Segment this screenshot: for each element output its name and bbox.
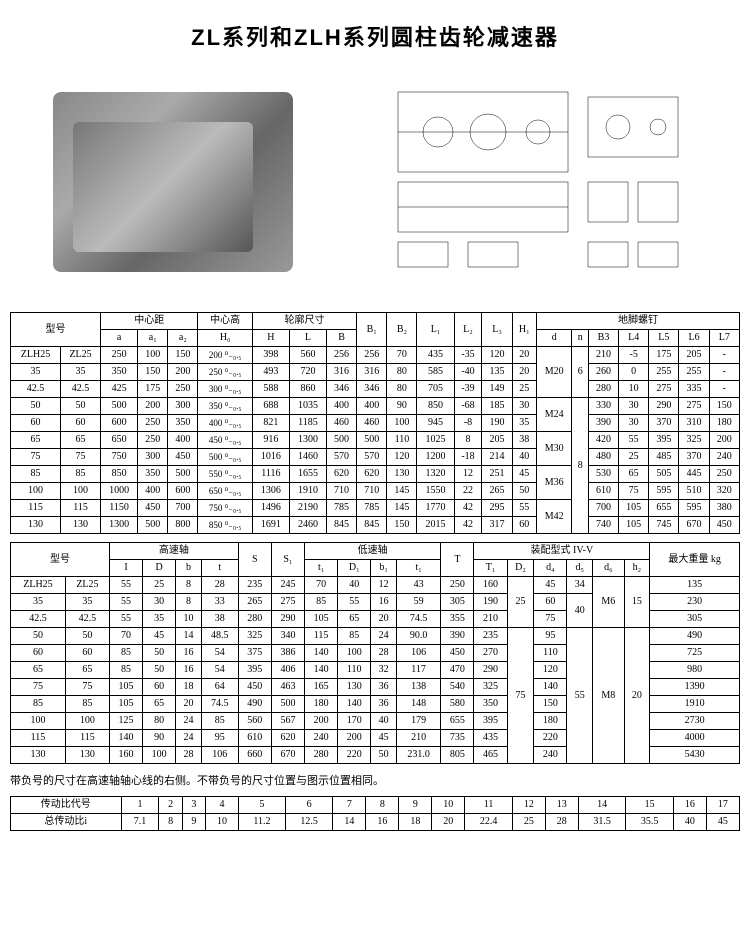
t2-sh-b1: b₁ [371,560,397,577]
t2-sh-d5: d₅ [567,560,593,577]
t2-sh-t: t [201,560,238,577]
footnote: 带负号的尺寸在高速轴轴心线的右侧。不带负号的尺寸位置与图示位置相同。 [10,772,740,788]
table-row: 6060600250350400 ⁰₋₀.₅821118546046010094… [11,415,740,432]
dimensions-table-2: 型号 高速轴 S S₁ 低速轴 T 装配型式 IV-V 最大重量 kg I D … [10,542,740,764]
table-row: ZLH25ZL25250100150200 ⁰₋₀.₅3985602562567… [11,347,740,364]
t2-h-t: T [441,543,474,577]
t1-h-h1: H₁ [512,313,536,347]
figures-row [10,72,740,292]
ratio-table: 传动比代号1234567891011121314151617 总传动比i7.18… [10,796,740,831]
t2-h-model: 型号 [11,543,110,577]
t2-sh-T1: T₁ [474,560,507,577]
t1-sh-l5: L5 [649,330,679,347]
t2-h-kg: 最大重量 kg [650,543,740,577]
table-row: 6565650250400450 ⁰₋₀.₅916130050050011010… [11,432,740,449]
t1-sh-l6: L6 [679,330,709,347]
t1-h-center-height: 中心高 [198,313,252,330]
table-row: 1001001000400600650 ⁰₋₀.₅130619107107101… [11,483,740,500]
t1-h-l1: L₁ [417,313,454,347]
table-row: 8585850350500550 ⁰₋₀.₅111616556206201301… [11,466,740,483]
t3-label2: 总传动比i [11,814,122,831]
t2-h-hs: 高速轴 [109,543,238,560]
t2-sh-d6: d₆ [593,560,625,577]
t2-sh-I: I [109,560,142,577]
engineering-diagram [378,82,698,282]
table-row: 7575750300450500 ⁰₋₀.₅101614605705701201… [11,449,740,466]
t1-h-b2: B₂ [387,313,417,347]
t3-label1: 传动比代号 [11,797,122,814]
t2-h-ls: 低速轴 [305,543,441,560]
t1-sh-l7: L7 [709,330,739,347]
t1-sh-d: d [536,330,572,347]
table-row: 5050500200300350 ⁰₋₀.₅688103540040090850… [11,398,740,415]
table-row: 1151151150450700750 ⁰₋₀.₅149621907857851… [11,500,740,517]
t1-sh-L: L [289,330,326,347]
t1-sh-b3: B3 [588,330,618,347]
t2-h-s: S [238,543,271,577]
t1-h-center-dist: 中心距 [101,313,198,330]
table-row: 42.542.5425175250300 ⁰₋₀.₅58886034634680… [11,381,740,398]
dimensions-table-1: 型号 中心距 中心高 轮廓尺寸 B₁ B₂ L₁ L₂ L₃ H₁ 地脚螺钉 a… [10,312,740,534]
page-title: ZL系列和ZLH系列圆柱齿轮减速器 [10,20,740,52]
t1-sh-a2: a₂ [168,330,198,347]
t2-sh-t1: t₁ [305,560,338,577]
table-row: ZLH25ZL255525828235245704012432501602545… [11,577,740,594]
t2-sh-D2: D₂ [507,560,534,577]
t1-sh-h0: H₀ [198,330,252,347]
t1-sh-a: a [101,330,138,347]
t2-sh-D: D [143,560,176,577]
t1-h-l3: L₃ [482,313,512,347]
t1-sh-l4: L4 [619,330,649,347]
t2-h-s1: S₁ [271,543,304,577]
t1-sh-n: n [572,330,588,347]
t1-h-model: 型号 [11,313,101,347]
t1-h-l2: L₂ [454,313,482,347]
t2-h-fit: 装配型式 IV-V [474,543,650,560]
t1-h-profile: 轮廓尺寸 [252,313,356,330]
table-row: 3535350150200250 ⁰₋₀.₅49372031631680585-… [11,364,740,381]
t1-sh-B: B [326,330,356,347]
t1-h-b1: B₁ [357,313,387,347]
table-row: 1301301300500800850 ⁰₋₀.₅169124608458451… [11,517,740,534]
t2-sh-h2: h₂ [624,560,650,577]
product-photo [53,92,293,272]
t1-h-bolt: 地脚螺钉 [536,313,739,330]
t2-sh-b: b [176,560,202,577]
table-row: 505070451448.5325340115852490.0390235759… [11,628,740,645]
t2-sh-D1: D₁ [338,560,371,577]
t1-sh-a1: a₁ [138,330,168,347]
t2-sh-t1b: t₁ [396,560,440,577]
t1-sh-H: H [252,330,289,347]
t2-sh-d4: d₄ [534,560,567,577]
